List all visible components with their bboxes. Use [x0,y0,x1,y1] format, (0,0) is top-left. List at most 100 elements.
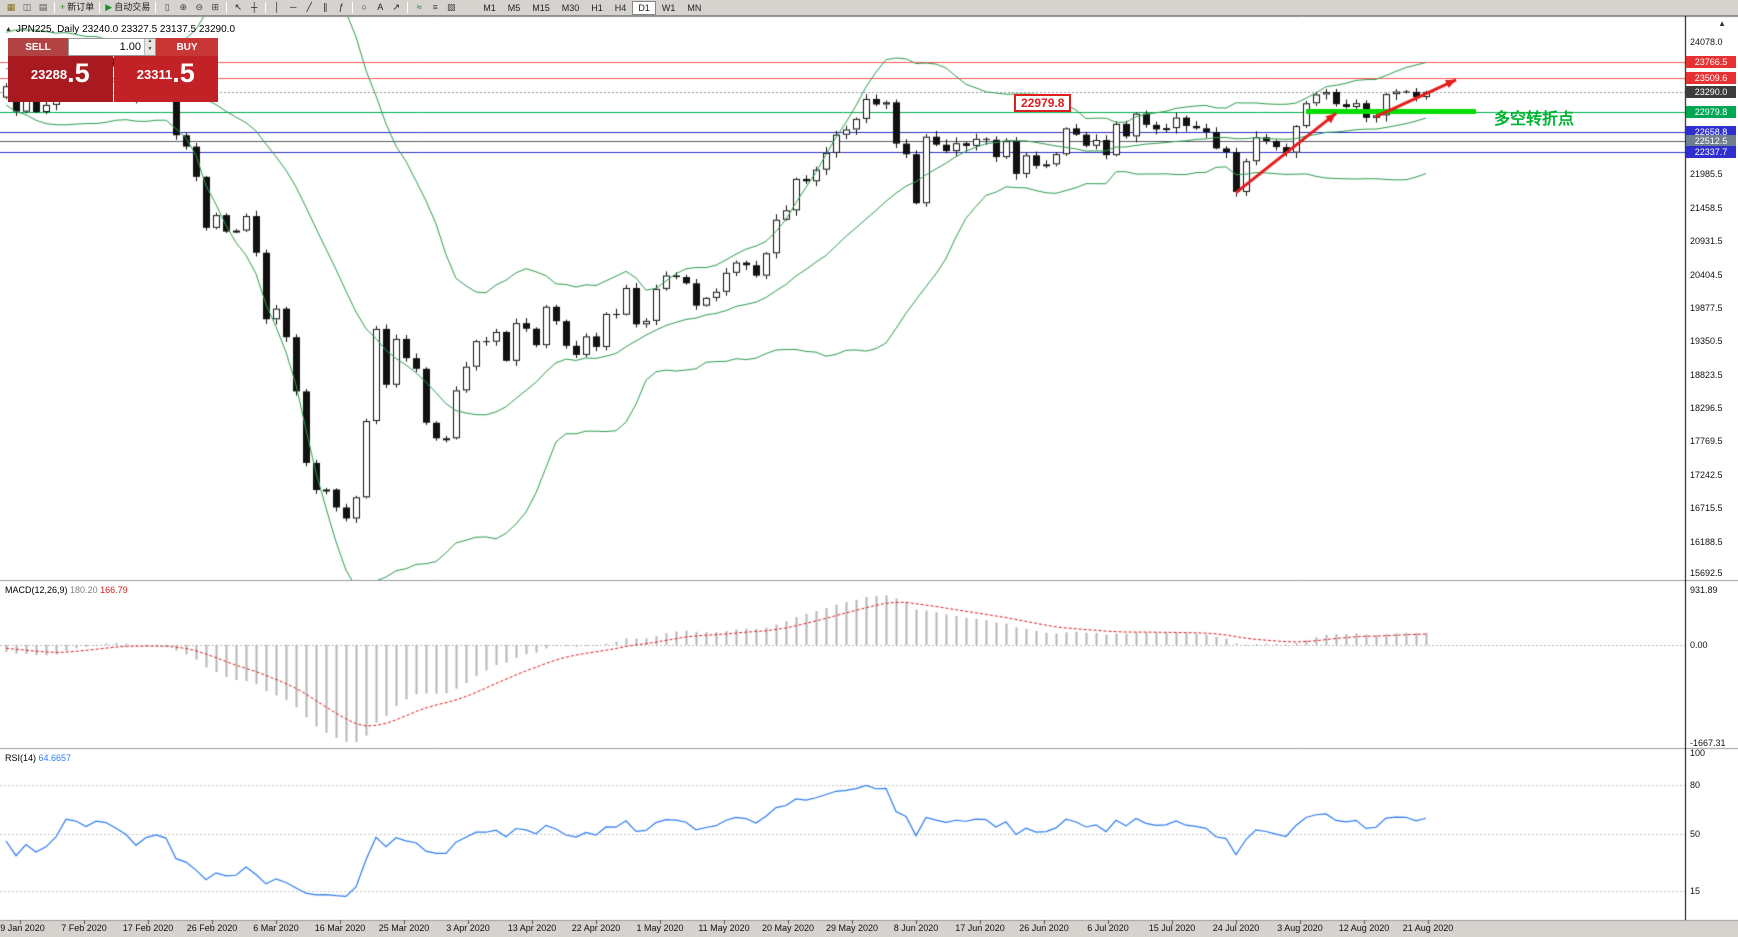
date-axis-label: 1 May 2020 [636,923,684,933]
periods-icon[interactable]: ≡ [427,1,443,15]
macd-axis-label: 0.00 [1690,639,1708,650]
date-axis-label: 12 Aug 2020 [1338,923,1390,933]
new-chart-icon[interactable]: ▦ [3,1,19,15]
price-axis-label: 21985.5 [1690,169,1723,180]
price-axis-tag[interactable]: 23766.5 [1686,55,1736,68]
timeframe-m5[interactable]: M5 [507,2,521,13]
one-click-trading-panel: SELL 1.00 ▲ ▼ BUY 23288.5 23311.5 [8,38,218,102]
pane-divider-rsi[interactable] [0,746,1738,751]
lot-size-input[interactable]: 1.00 ▲ ▼ [68,38,156,56]
price-axis-tag[interactable]: 22658.8 [1686,125,1736,138]
new-order-button[interactable]: + 新订单 [58,1,96,15]
horizontal-line-icon[interactable]: ─ [285,1,301,15]
channel-icon-glyph: ∥ [322,2,328,12]
tile-windows-icon[interactable]: ⊞ [207,1,223,15]
autotrade-button-glyph: ▶ [105,2,113,12]
toolbar-separator [54,2,55,13]
vertical-line-icon-glyph: │ [274,2,281,12]
trade-panel-controls: SELL 1.00 ▲ ▼ BUY [8,38,218,56]
zoom-out-icon[interactable]: ⊖ [191,1,207,15]
date-axis-label: 6 Jul 2020 [1087,923,1129,933]
horizontal-line-icon-glyph: ─ [290,2,297,12]
price-axis-label: 17769.5 [1690,436,1723,447]
toolbar-separator [155,2,157,13]
market-watch-icon-glyph: ▤ [38,2,48,12]
text-label-icon[interactable]: A [372,1,388,15]
timeframe-m15[interactable]: M15 [532,2,550,13]
timeframe-m1[interactable]: M1 [483,2,496,13]
timeframe-h1[interactable]: H1 [591,2,603,13]
macd-main-value: 180.20 [70,585,98,595]
price-axis-label: 20931.5 [1690,236,1723,247]
chart-profiles-icon[interactable]: ◫ [19,1,35,15]
macd-axis-label: -1667.31 [1690,738,1726,748]
fibonacci-icon[interactable]: ƒ [333,1,349,15]
timeframe-d1[interactable]: D1 [632,0,656,15]
date-axis-label: 17 Feb 2020 [122,923,174,933]
chart-title-text: JPN225, Daily 23240.0 23327.5 23137.5 23… [15,24,235,35]
lot-size-value[interactable]: 1.00 [119,41,141,53]
date-axis-label: 29 May 2020 [825,923,879,933]
candle-chart-icon[interactable]: ▯ [159,1,175,15]
zoom-in-icon[interactable]: ⊕ [175,1,191,15]
price-axis-tag[interactable]: 22979.8 [1686,105,1736,118]
templates-icon[interactable]: ▧ [443,1,459,15]
buy-price-display[interactable]: 23311.5 [113,56,218,102]
price-axis-tag[interactable]: 23509.6 [1686,71,1736,84]
macd-indicator-label: MACD(12,26,9) 180.20 166.79 [5,585,128,595]
date-axis-label: 11 May 2020 [698,923,750,933]
sell-button[interactable]: SELL [8,38,68,56]
fibonacci-icon-glyph: ƒ [338,2,344,12]
channel-icon[interactable]: ∥ [317,1,333,15]
price-axis-tag[interactable]: 22512.5 [1686,135,1736,148]
rsi-indicator-label: RSI(14) 64.6657 [5,753,71,763]
date-axis-label: 22 Apr 2020 [571,923,621,933]
price-axis-label: 15692.5 [1690,567,1723,578]
price-axis-tag[interactable]: 23290.0 [1686,85,1736,98]
price-axis-label: 21458.5 [1690,202,1723,213]
crosshair-icon-glyph: ┼ [251,2,258,12]
price-chart-canvas[interactable] [0,16,1738,937]
market-watch-icon[interactable]: ▤ [35,1,51,15]
chart-overlays: 24078.0 21985.5 21458.5 20931.5 20404.5 19877… [0,16,1738,937]
date-axis-label: 13 Apr 2020 [507,923,557,933]
buy-button[interactable]: BUY [156,38,218,56]
price-axis-tag[interactable]: 22337.7 [1686,146,1736,159]
lot-increase-icon[interactable]: ▲ [145,39,155,47]
rsi-value: 64.6657 [38,753,72,763]
vertical-line-icon[interactable]: │ [269,1,285,15]
crosshair-icon[interactable]: ┼ [246,1,262,15]
timeframe-button-group: M1 M5 M15 M30 H1 H4 D1 W1 MN [477,0,707,15]
toolbar-separator [226,2,228,13]
oneclick-collapse-icon[interactable]: ▲ [5,26,12,33]
cursor-icon[interactable]: ↖ [230,1,246,15]
toolbar-separator [265,2,267,13]
date-axis-label: 3 Aug 2020 [1277,923,1323,933]
buy-price-pip: .5 [172,58,195,88]
price-axis-label: 20404.5 [1690,269,1723,280]
timeframe-m30[interactable]: M30 [561,2,580,13]
text-label-icon-glyph: A [377,2,384,12]
new-order-button-glyph: + [60,2,66,12]
timeframe-h4[interactable]: H4 [614,2,627,13]
autotrade-button[interactable]: ▶ 自动交易 [103,1,152,15]
rsi-axis-label: 100 [1690,748,1706,758]
date-axis-label: 16 Mar 2020 [314,923,366,933]
pane-divider-macd[interactable] [0,578,1738,583]
indicators-icon[interactable]: ≈ [411,1,427,15]
chart-scroll-up-icon[interactable]: ▲ [1718,19,1726,28]
toolbar-icon-group: ▦ ◫ ▤ + 新订单 ▶ 自动交易 ▯ ⊕ ⊖ ⊞ ↖ ┼ │ ─ ╱ ∥ ƒ ○ A ↗ ≈ ≡ ▧ [3,1,459,15]
buy-price-main: 23311 [136,67,173,82]
shapes-icon-glyph: ○ [361,2,367,12]
timeframe-w1[interactable]: W1 [661,2,676,13]
rsi-name: RSI(14) [5,753,37,763]
trendline-icon[interactable]: ╱ [301,1,317,15]
price-level-flag[interactable]: 22979.8 [1014,94,1072,112]
timeframe-mn[interactable]: MN [687,2,702,13]
arrow-tool-icon[interactable]: ↗ [388,1,404,15]
lot-decrease-icon[interactable]: ▼ [145,47,155,55]
sell-price-display[interactable]: 23288.5 [8,56,113,102]
shapes-icon[interactable]: ○ [356,1,372,15]
date-axis-label: 26 Jun 2020 [1019,923,1069,933]
date-axis-label: 26 Feb 2020 [186,923,238,933]
